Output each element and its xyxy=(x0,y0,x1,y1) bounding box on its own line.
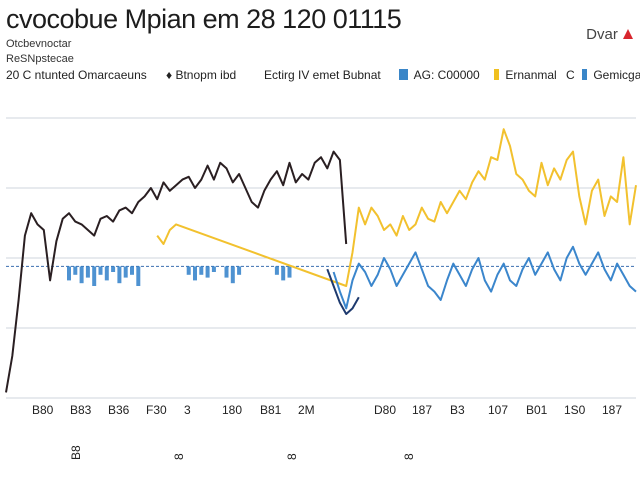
bar-mark-18 xyxy=(230,266,235,284)
bar-mark-8 xyxy=(117,266,122,284)
bar-mark-17 xyxy=(224,266,229,278)
legend-label-5: Ernanmal xyxy=(505,68,557,82)
chart-subtitle-2: ReSNpstecae xyxy=(6,53,74,65)
legend-swatch-5 xyxy=(494,69,499,80)
bar-mark-14 xyxy=(199,266,204,275)
series-line-2 xyxy=(156,128,637,287)
x-tick-label-12: 107 xyxy=(488,403,508,417)
bar-mark-11 xyxy=(136,266,141,286)
x-tick-label-13: B01 xyxy=(526,403,548,417)
bar-mark-21 xyxy=(281,266,286,281)
bar-mark-10 xyxy=(130,266,134,275)
legend-swatch-7 xyxy=(582,69,587,80)
x-tick-label-9: D80 xyxy=(374,403,396,417)
x-tick-label-6: B81 xyxy=(260,403,282,417)
x-tick-label-0: B80 xyxy=(32,403,54,417)
legend-item-4: AG: C00000 xyxy=(399,68,480,82)
legend-item-2: ♦ Btnopm ibd xyxy=(166,68,236,82)
x-tick-label-11: B3 xyxy=(450,403,465,417)
bar-mark-22 xyxy=(287,266,292,278)
bar-mark-20 xyxy=(274,266,279,275)
x-tick-label-15: 187 xyxy=(602,403,622,417)
legend-item-3: Ectirg IV emet Bubnat xyxy=(264,68,381,82)
legend-swatch-4 xyxy=(399,69,408,80)
chart-subtitle-1: Otcbevnoctar xyxy=(6,38,72,50)
legend-item-6: C xyxy=(566,68,575,82)
legend-label-3: Ectirg IV emet Bubnat xyxy=(264,68,381,82)
legend-label-6: C xyxy=(566,68,575,82)
bar-mark-0 xyxy=(67,266,71,281)
x-tick-label-1: B83 xyxy=(70,403,92,417)
series-line-1 xyxy=(5,150,348,393)
x-tick-label-row2-1: 8 xyxy=(172,453,186,460)
bar-mark-13 xyxy=(193,266,197,281)
legend-label-1: 20 C ntunted Omarcaeuns xyxy=(6,68,147,82)
x-tick-label-row2-0: B8 xyxy=(69,445,83,460)
legend-label-2: ♦ Btnopm ibd xyxy=(166,68,237,82)
chart-title: cvocobue Mpian em 28 120 01115 xyxy=(6,4,402,34)
bar-mark-3 xyxy=(85,266,90,278)
bar-mark-15 xyxy=(205,266,210,278)
bar-mark-1 xyxy=(73,266,78,275)
bar-mark-19 xyxy=(237,266,242,275)
legend-item-1: 20 C ntunted Omarcaeuns xyxy=(6,68,147,82)
x-tick-label-5: 180 xyxy=(222,403,242,417)
bar-mark-5 xyxy=(98,266,103,275)
x-tick-label-10: 187 xyxy=(412,403,432,417)
bar-mark-7 xyxy=(111,266,116,272)
x-tick-label-4: 3 xyxy=(184,403,191,417)
legend-item-7: Gemicga xyxy=(582,68,640,82)
series-line-4 xyxy=(326,268,360,315)
legend-label-7: Gemicga xyxy=(593,68,640,82)
brand-text: Dvar xyxy=(586,26,618,43)
x-tick-label-row2-2: 8 xyxy=(285,453,299,460)
brand-logo: Dvar xyxy=(586,26,634,43)
series-line-3 xyxy=(332,245,637,310)
x-tick-label-3: F30 xyxy=(146,403,167,417)
bar-mark-4 xyxy=(92,266,97,286)
x-tick-label-14: 1S0 xyxy=(564,403,586,417)
x-tick-label-7: 2M xyxy=(298,403,315,417)
x-tick-label-row2-3: 8 xyxy=(402,453,416,460)
legend-label-4: AG: C00000 xyxy=(413,68,480,82)
x-tick-label-2: B36 xyxy=(108,403,130,417)
bar-mark-6 xyxy=(104,266,109,281)
brand-mark-icon xyxy=(623,29,633,39)
bar-mark-2 xyxy=(79,266,84,284)
bar-mark-16 xyxy=(211,266,216,272)
bar-mark-12 xyxy=(186,266,191,275)
legend-item-5: Ernanmal xyxy=(494,68,557,82)
chart-legend: 20 C ntunted Omarcaeuns ♦ Btnopm ibd Ect… xyxy=(6,68,640,84)
bar-mark-9 xyxy=(123,266,128,278)
